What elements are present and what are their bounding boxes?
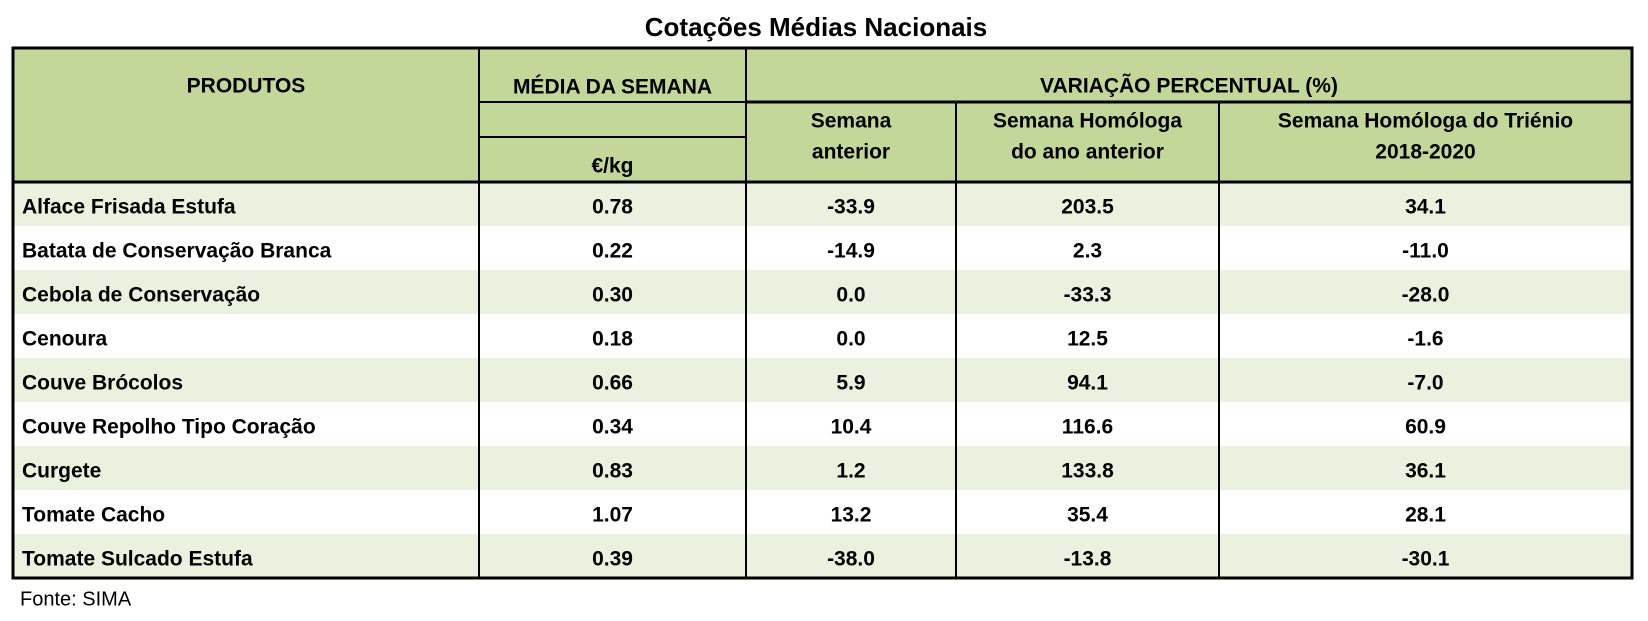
row-bg <box>13 270 1632 314</box>
product-name: Tomate Sulcado Estufa <box>22 548 253 571</box>
header-cell: MÉDIA DA SEMANA <box>513 76 712 99</box>
cell-value: 203.5 <box>1061 196 1114 219</box>
cell-value: 2.3 <box>1073 240 1102 263</box>
cell-value: 36.1 <box>1405 460 1446 483</box>
row-bg <box>13 490 1632 534</box>
row-bg <box>13 182 1632 226</box>
cell-value: 116.6 <box>1062 416 1113 439</box>
cell-value: 133.8 <box>1061 460 1114 483</box>
cell-value: 0.22 <box>592 240 633 263</box>
cell-value: 10.4 <box>831 416 872 439</box>
cell-value: 34.1 <box>1405 196 1446 219</box>
cell-value: 0.78 <box>592 196 633 219</box>
cell-value: 0.30 <box>592 284 633 307</box>
cell-value: -14.9 <box>827 240 875 263</box>
cell-value: 35.4 <box>1067 504 1108 527</box>
product-name: Alface Frisada Estufa <box>22 196 236 219</box>
product-name: Couve Brócolos <box>22 372 183 395</box>
cell-value: 13.2 <box>831 504 872 527</box>
header-cell: PRODUTOS <box>187 75 306 98</box>
product-name: Couve Repolho Tipo Coração <box>22 416 316 439</box>
header-cell: VARIAÇÃO PERCENTUAL (%) <box>1040 75 1338 98</box>
row-bg <box>13 402 1632 446</box>
header-cell: anterior <box>812 141 890 164</box>
cell-value: 1.07 <box>592 504 633 527</box>
row-bg <box>13 446 1632 490</box>
header-cell: 2018-2020 <box>1375 141 1475 164</box>
row-bg <box>13 534 1632 578</box>
row-bg <box>13 358 1632 402</box>
header-cell: do ano anterior <box>1011 141 1164 164</box>
cell-value: 1.2 <box>836 460 865 483</box>
cell-value: 0.39 <box>592 548 633 571</box>
cell-value: 5.9 <box>836 372 865 395</box>
header-bg <box>13 48 1632 182</box>
cell-value: -11.0 <box>1402 240 1449 263</box>
cell-value: 0.34 <box>592 416 633 439</box>
product-name: Cenoura <box>22 328 108 351</box>
cell-value: 94.1 <box>1067 372 1108 395</box>
cell-value: 60.9 <box>1405 416 1446 439</box>
cell-value: -7.0 <box>1407 372 1443 395</box>
header-cell: Semana <box>811 110 892 133</box>
cell-value: 28.1 <box>1405 504 1446 527</box>
row-bg <box>13 226 1632 270</box>
row-bg <box>13 314 1632 358</box>
product-name: Tomate Cacho <box>22 504 165 527</box>
cell-value: -30.1 <box>1402 548 1450 571</box>
cell-value: -33.9 <box>827 196 875 219</box>
cell-value: 0.18 <box>592 328 633 351</box>
product-name: Cebola de Conservação <box>22 284 260 307</box>
product-name: Batata de Conservação Branca <box>22 240 332 263</box>
header-cell: Semana Homóloga do Triénio <box>1278 110 1573 133</box>
cell-value: 12.5 <box>1067 328 1108 351</box>
cell-value: 0.0 <box>836 328 865 351</box>
cell-value: -38.0 <box>827 548 875 571</box>
cell-value: -33.3 <box>1064 284 1112 307</box>
source: Fonte: SIMA <box>20 588 132 610</box>
product-name: Curgete <box>22 460 101 483</box>
header-cell: Semana Homóloga <box>993 110 1182 133</box>
cell-value: 0.0 <box>836 284 865 307</box>
cell-value: 0.83 <box>592 460 633 483</box>
cell-value: -28.0 <box>1402 284 1450 307</box>
header-cell: €/kg <box>591 155 633 178</box>
title: Cotações Médias Nacionais <box>645 12 987 42</box>
cell-value: -1.6 <box>1407 328 1443 351</box>
cell-value: -13.8 <box>1064 548 1112 571</box>
cell-value: 0.66 <box>592 372 633 395</box>
table-border <box>11 46 1634 580</box>
